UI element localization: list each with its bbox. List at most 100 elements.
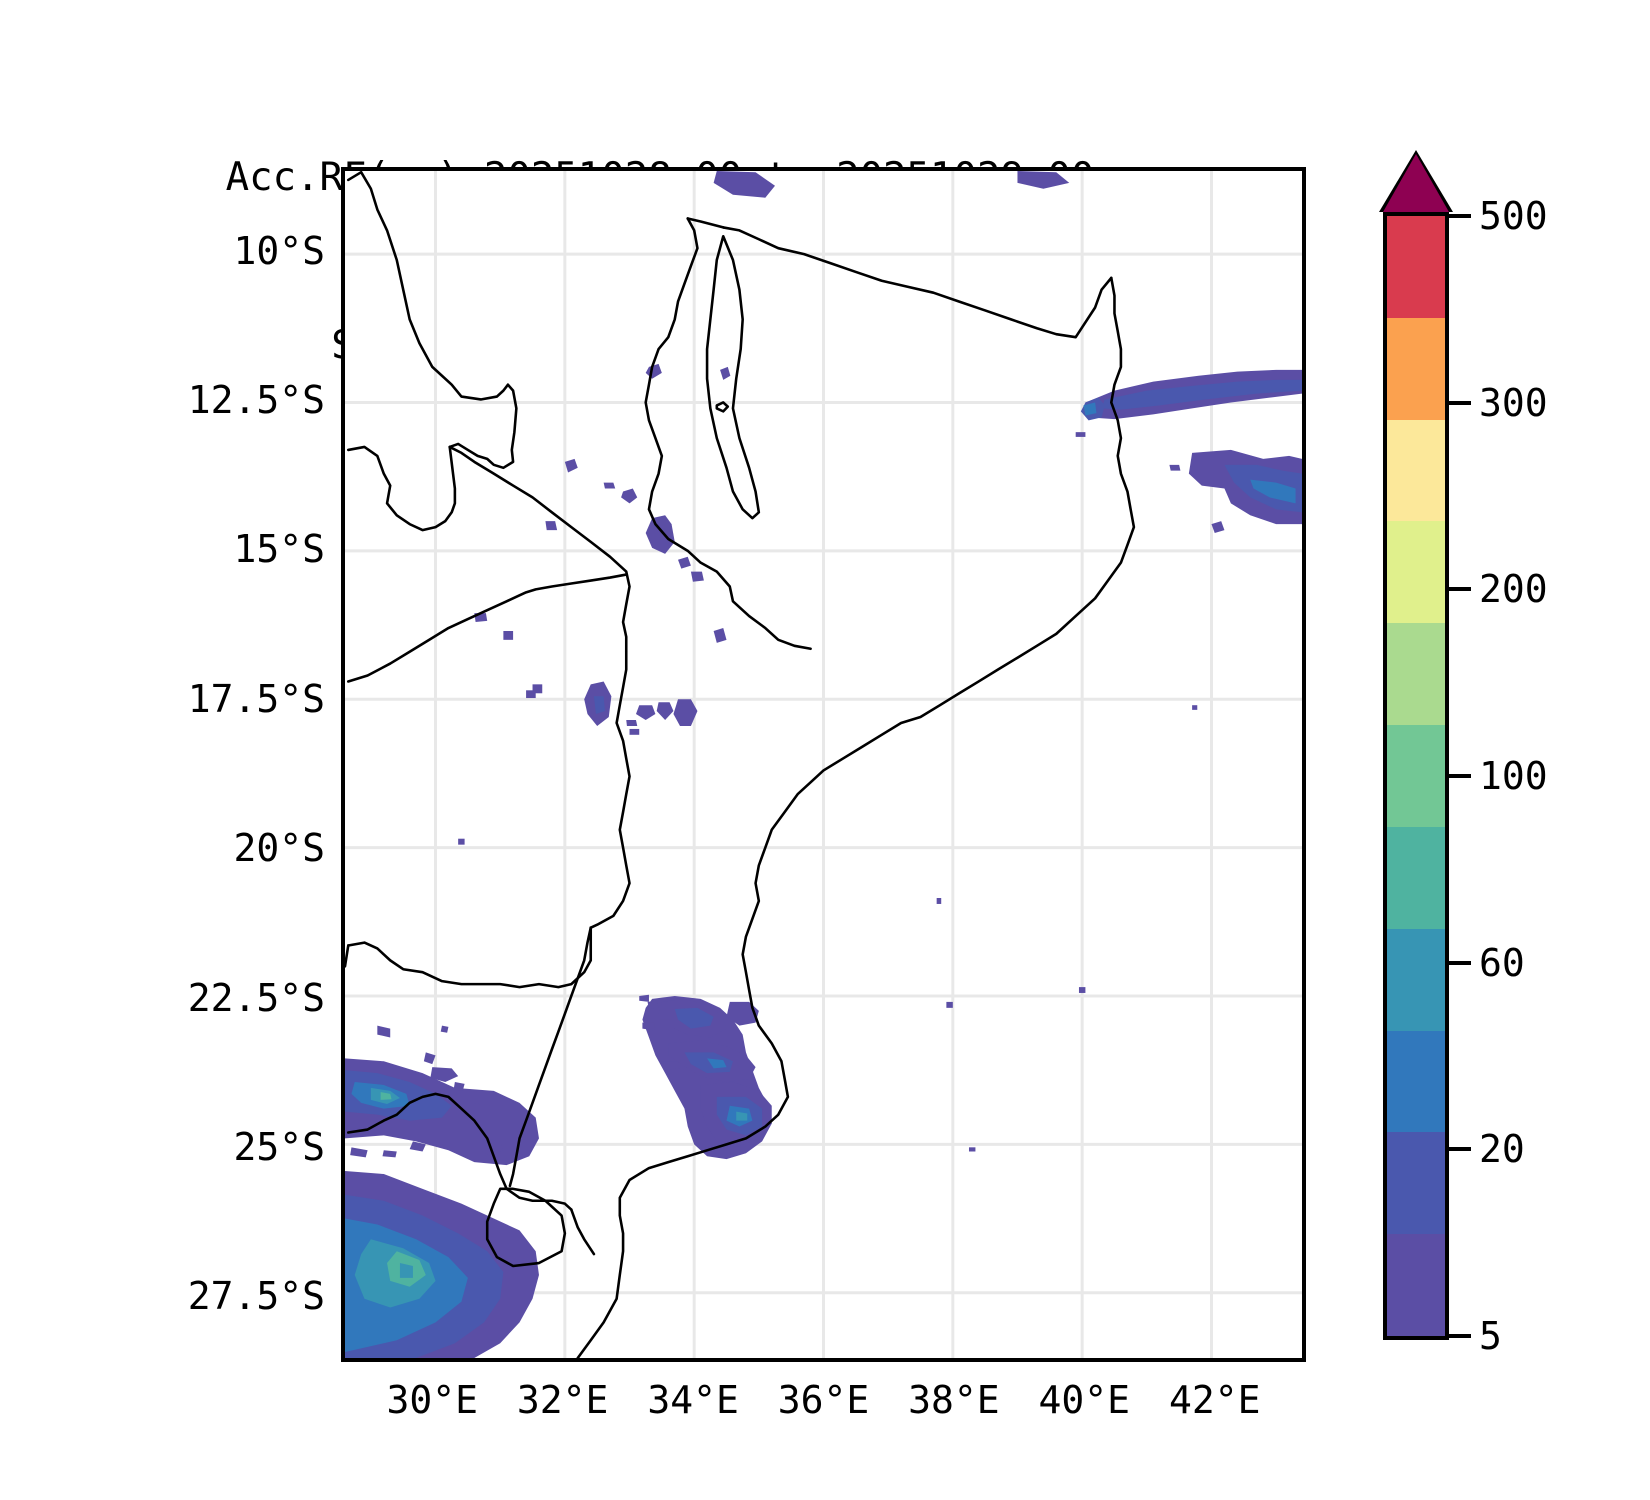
colorbar-band	[1387, 623, 1445, 726]
colorbar-band	[1387, 521, 1445, 624]
colorbar-band	[1387, 419, 1445, 522]
precip-contour	[678, 556, 691, 569]
precip-contour	[690, 571, 704, 582]
precip-contour	[350, 1147, 368, 1158]
precip-contour	[629, 728, 640, 735]
colorbar-band	[1387, 1132, 1445, 1235]
precip-contour	[658, 1019, 675, 1031]
y-tick-label: 10°S	[233, 228, 325, 273]
x-tick-label: 38°E	[908, 1378, 1000, 1422]
precip-contour	[1083, 402, 1097, 416]
x-tick-label: 30°E	[386, 1378, 479, 1422]
precip-contour	[1250, 479, 1296, 504]
precip-contour	[453, 1082, 465, 1091]
map-plot-area	[341, 167, 1306, 1362]
colorbar-band	[1387, 216, 1445, 318]
precip-contour	[458, 838, 465, 845]
precip-contour	[464, 1102, 497, 1130]
precipitation-map	[345, 171, 1302, 1358]
colorbar-band	[1387, 1030, 1445, 1133]
precip-contour	[380, 1092, 392, 1100]
colorbar-tick-label: 200	[1479, 567, 1548, 612]
colorbar-tick-label: 60	[1479, 940, 1525, 985]
precipitation-shading	[345, 171, 1302, 1358]
precip-contour	[647, 1000, 659, 1010]
precip-contour	[1192, 705, 1198, 710]
precip-contour	[399, 1263, 413, 1278]
precip-contour	[645, 515, 675, 554]
colorbar: 5 20 60 100 200 300 500	[1379, 150, 1623, 1358]
precip-contour	[674, 1007, 714, 1029]
y-tick-label: 25°S	[233, 1124, 325, 1169]
colorbar-bands	[1383, 212, 1449, 1340]
precip-contour	[545, 521, 558, 531]
precip-contour	[1211, 521, 1225, 534]
colorbar-tick-label: 500	[1479, 194, 1548, 238]
y-tick-label: 12.5°S	[187, 378, 325, 423]
precip-contour	[936, 898, 942, 904]
precip-contour	[1101, 379, 1302, 410]
colorbar-over-arrow	[1383, 154, 1449, 212]
colorbar-tick-mark	[1449, 1147, 1471, 1152]
precip-contour	[1075, 432, 1086, 437]
y-tick-label: 20°S	[233, 826, 325, 871]
colorbar-tick-mark	[1449, 774, 1471, 778]
colorbar-tick-label: 5	[1479, 1314, 1502, 1358]
precip-contour	[409, 1141, 426, 1152]
colorbar-tick-mark	[1449, 1334, 1471, 1338]
colorbar-band	[1387, 725, 1445, 827]
x-tick-label: 40°E	[1038, 1378, 1131, 1422]
precip-contour	[713, 171, 776, 198]
x-tick-label: 42°E	[1168, 1378, 1261, 1422]
precip-contour	[503, 630, 514, 640]
x-tick-label: 36°E	[777, 1378, 870, 1422]
x-tick-label: 34°E	[647, 1378, 739, 1422]
colorbar-tick-label: 300	[1479, 380, 1548, 425]
precip-contour	[1078, 987, 1086, 993]
precip-contour	[968, 1147, 976, 1152]
colorbar-tick-mark	[1449, 214, 1471, 218]
precip-contour	[1017, 171, 1070, 189]
precip-contour	[713, 628, 727, 643]
precip-contour	[661, 1061, 680, 1070]
precip-contour	[946, 1001, 953, 1008]
precip-contour	[736, 1111, 748, 1121]
precip-contour	[430, 1067, 459, 1083]
precip-contour	[673, 699, 698, 726]
precip-contour	[440, 1025, 449, 1033]
y-tick-label: 22.5°S	[187, 975, 325, 1020]
precip-contour	[639, 994, 649, 1002]
precip-contour	[720, 366, 731, 380]
colorbar-tick-mark	[1449, 587, 1471, 592]
precip-contour	[642, 1022, 655, 1031]
country-borders	[345, 171, 1136, 1358]
colorbar-tick-mark	[1449, 960, 1471, 965]
x-tick-label: 32°E	[516, 1378, 609, 1422]
precip-contour	[526, 690, 536, 699]
colorbar-tick-mark	[1449, 400, 1471, 405]
precip-contour	[603, 482, 616, 489]
precip-contour	[377, 1025, 391, 1038]
precip-contour	[423, 1052, 436, 1065]
precip-contour	[635, 705, 656, 720]
y-tick-label: 27.5°S	[187, 1274, 325, 1319]
precip-contour	[382, 1150, 397, 1158]
precip-contour	[656, 702, 674, 720]
colorbar-tick-label: 100	[1479, 754, 1548, 798]
precip-contour	[726, 1001, 759, 1026]
precip-contour	[1169, 464, 1181, 471]
precip-contour	[564, 458, 578, 473]
precip-contour	[626, 719, 638, 726]
colorbar-band	[1387, 826, 1445, 929]
precip-contour	[707, 1058, 727, 1069]
y-tick-label: 15°S	[233, 527, 325, 572]
precip-contour	[621, 488, 638, 504]
colorbar-band	[1387, 928, 1445, 1031]
colorbar-tick-label: 20	[1479, 1127, 1525, 1172]
colorbar-band	[1387, 1234, 1445, 1336]
precip-contour	[480, 1138, 504, 1157]
map-gridlines	[345, 171, 1302, 1358]
y-tick-label: 17.5°S	[187, 676, 325, 721]
precip-contour	[593, 696, 605, 715]
precip-contour	[684, 1052, 733, 1074]
